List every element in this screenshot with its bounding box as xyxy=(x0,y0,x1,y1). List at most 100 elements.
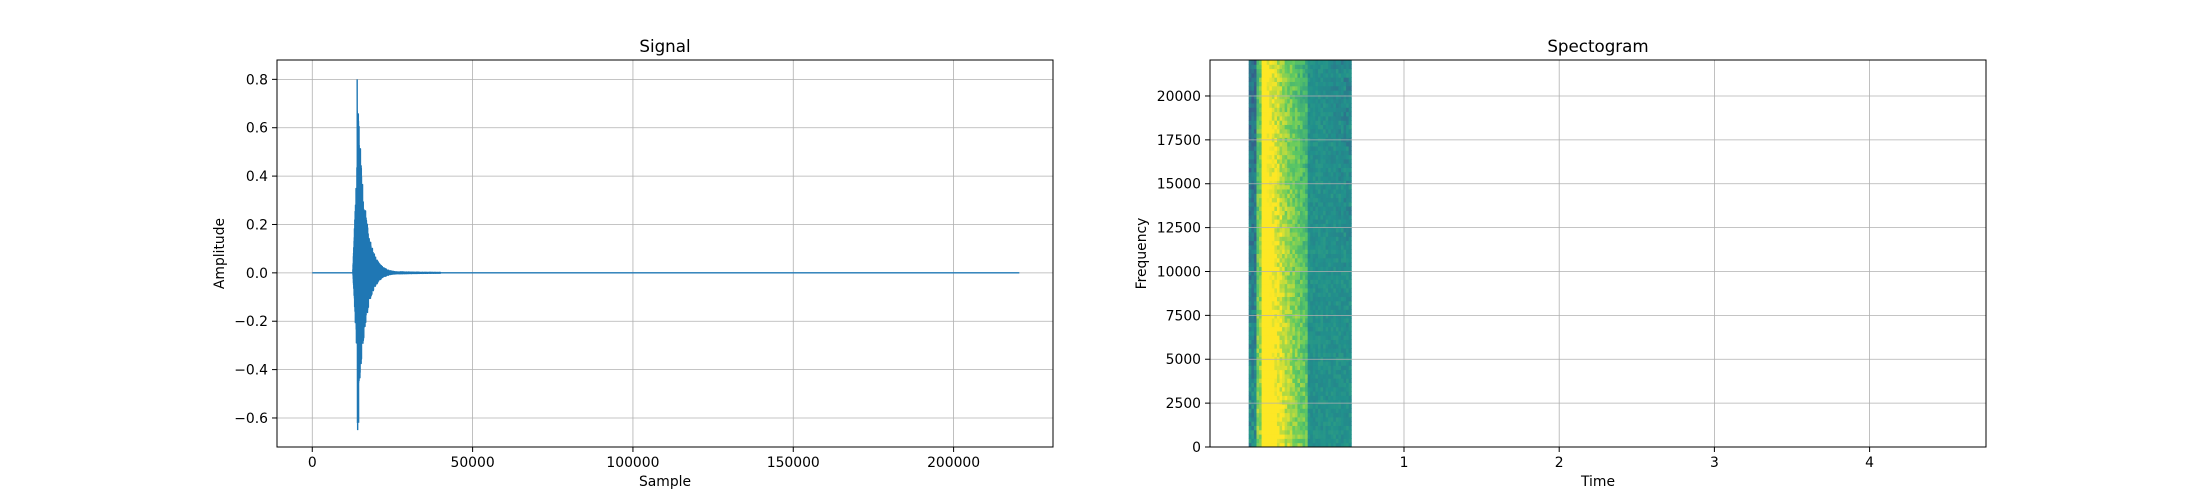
spectrogram-cell xyxy=(1305,72,1309,78)
spectrogram-cell xyxy=(1333,313,1337,319)
spectrogram-cell xyxy=(1253,335,1257,340)
spectrogram-cell xyxy=(1274,404,1278,409)
spectrogram-cell xyxy=(1330,287,1334,293)
spectrogram-cell xyxy=(1289,305,1293,310)
spectrogram-cell xyxy=(1323,343,1327,349)
spectrogram-cell xyxy=(1328,223,1332,229)
spectrogram-cell xyxy=(1284,214,1288,220)
spectrogram-cell xyxy=(1279,399,1283,405)
spectrogram-cell xyxy=(1310,292,1314,297)
spectrogram-cell xyxy=(1276,318,1281,323)
spectrogram-cell xyxy=(1307,115,1311,121)
spectrogram-cell xyxy=(1276,408,1281,414)
spectrogram-cell xyxy=(1315,322,1319,328)
spectrogram-cell xyxy=(1253,223,1257,229)
spectrogram-cell xyxy=(1251,227,1255,233)
spectrogram-cell xyxy=(1259,107,1263,113)
spectrogram-cell xyxy=(1271,115,1275,121)
spectrogram-cell xyxy=(1271,279,1275,285)
spectrogram-cell xyxy=(1271,399,1275,405)
spectrogram-cell xyxy=(1340,214,1345,220)
spectrogram-cell xyxy=(1343,193,1347,199)
spectrogram-cell xyxy=(1335,300,1339,306)
spectrogram-cell xyxy=(1320,309,1324,315)
spectrogram-cell xyxy=(1315,326,1319,332)
spectrogram-cell xyxy=(1276,283,1281,289)
spectrogram-cell xyxy=(1279,90,1283,95)
spectrogram-cell xyxy=(1259,193,1263,199)
spectrogram-cell xyxy=(1294,223,1298,229)
spectrogram-cell xyxy=(1297,296,1301,302)
spectrogram-cell xyxy=(1317,107,1322,113)
spectrogram-cell xyxy=(1305,189,1309,194)
spectrogram-cell xyxy=(1307,386,1311,392)
spectrogram-cell xyxy=(1287,416,1291,422)
spectrogram-cell xyxy=(1320,352,1324,358)
spectrogram-cell xyxy=(1305,214,1309,220)
spectrogram-cell xyxy=(1302,223,1306,229)
spectrogram-cell xyxy=(1333,81,1337,87)
spectrogram-cell xyxy=(1292,270,1296,276)
spectrogram-cell xyxy=(1325,72,1329,78)
spectrogram-cell xyxy=(1287,429,1291,435)
spectrogram-cell xyxy=(1266,257,1270,263)
spectrogram-cell xyxy=(1317,313,1322,319)
spectrogram-cell xyxy=(1279,429,1283,435)
spectrogram-cell xyxy=(1256,335,1260,340)
spectrogram-cell xyxy=(1333,283,1337,289)
spectrogram-cell xyxy=(1343,219,1347,224)
spectrogram-cell xyxy=(1323,103,1327,108)
spectrogram-cell xyxy=(1328,150,1332,156)
spectrogram-cell xyxy=(1333,378,1337,383)
spectrogram-cell xyxy=(1256,296,1260,302)
spectrogram-cell xyxy=(1312,300,1316,306)
spectrogram-cell xyxy=(1343,309,1347,315)
spectrogram-cell xyxy=(1294,352,1298,358)
spectrogram-cell xyxy=(1305,253,1309,259)
spectrogram-cell xyxy=(1333,193,1337,199)
spectrogram-cell xyxy=(1348,395,1352,401)
spectrogram-cell xyxy=(1328,103,1332,108)
spectrogram-cell xyxy=(1292,322,1296,328)
spectrogram-cell xyxy=(1292,326,1296,332)
spectrogram-cell xyxy=(1287,154,1291,160)
spectrogram-cell xyxy=(1269,348,1273,353)
spectrogram-cell xyxy=(1259,77,1263,82)
spectrogram-cell xyxy=(1276,184,1281,190)
spectrogram-cell xyxy=(1279,283,1283,289)
spectrogram-cell xyxy=(1330,326,1334,332)
spectrogram-cell xyxy=(1276,335,1281,340)
spectrogram-cell xyxy=(1338,313,1342,319)
spectrogram-cell xyxy=(1266,77,1270,82)
spectrogram-cell xyxy=(1282,150,1286,156)
spectrogram-cell xyxy=(1335,275,1339,280)
spectrogram-cell xyxy=(1284,275,1288,280)
spectrogram-cell xyxy=(1269,98,1273,104)
spectrogram-cell xyxy=(1312,309,1316,315)
spectrogram-cell xyxy=(1333,98,1337,104)
spectrogram-cell xyxy=(1271,227,1275,233)
spectrogram-cell xyxy=(1343,275,1347,280)
spectrogram-cell xyxy=(1261,391,1265,396)
spectrogram-cell xyxy=(1251,339,1255,345)
spectrogram-cell xyxy=(1287,201,1291,207)
spectrogram-cell xyxy=(1330,425,1334,431)
spectrogram-cell xyxy=(1348,296,1352,302)
spectrogram-cell xyxy=(1287,270,1291,276)
spectrogram-cell xyxy=(1343,305,1347,310)
spectrogram-cell xyxy=(1335,72,1339,78)
spectrogram-cell xyxy=(1302,348,1306,353)
spectrogram-cell xyxy=(1261,322,1265,328)
spectrogram-cell xyxy=(1297,111,1301,117)
spectrogram-cell xyxy=(1338,253,1342,259)
spectrogram-cell xyxy=(1340,266,1345,272)
spectrogram-cell xyxy=(1279,257,1283,263)
spectrogram-cell xyxy=(1325,120,1329,125)
spectrogram-cell xyxy=(1289,365,1293,371)
spectrogram-cell xyxy=(1305,395,1309,401)
spectrogram-cell xyxy=(1271,249,1275,254)
spectrogram-cell xyxy=(1294,361,1298,366)
spectrogram-cell xyxy=(1292,219,1296,224)
spectrogram-cell xyxy=(1287,434,1291,439)
spectrogram-cell xyxy=(1300,253,1304,259)
